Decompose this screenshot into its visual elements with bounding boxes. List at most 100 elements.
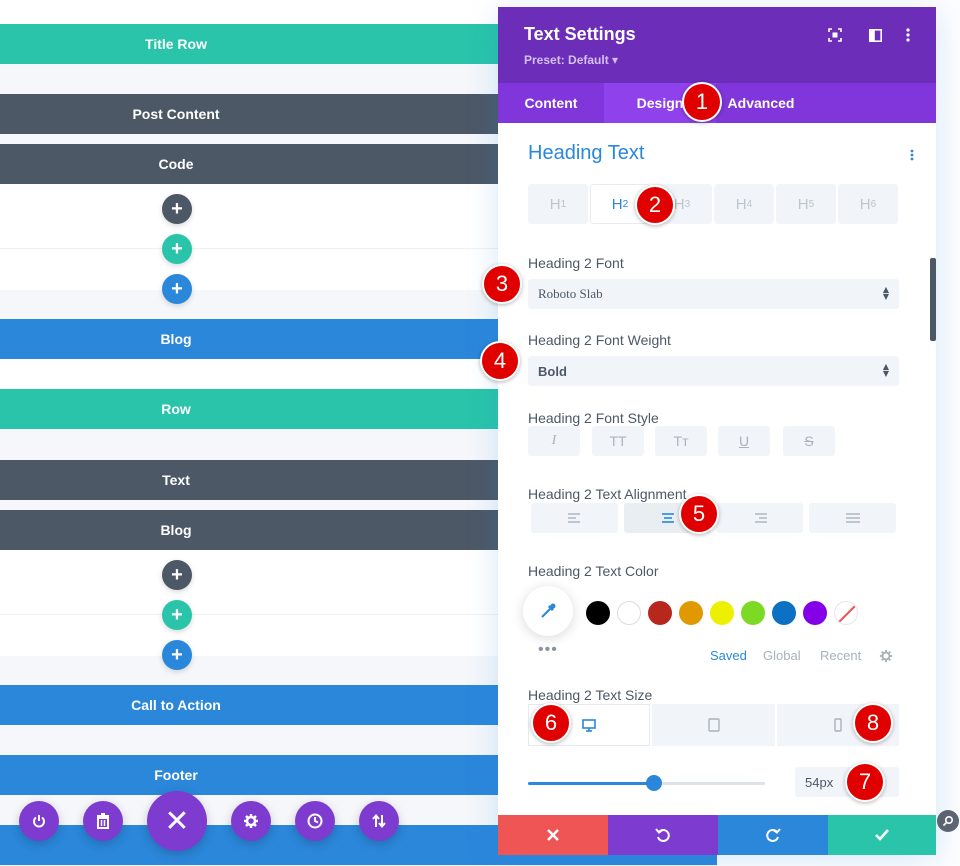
module-label: Title Row	[145, 36, 207, 52]
italic-button[interactable]: I	[528, 426, 580, 456]
align-center-icon	[661, 513, 674, 523]
tab-content[interactable]: Content	[524, 95, 578, 111]
color-swatch-green[interactable]	[741, 601, 765, 625]
add-row-button[interactable]: +	[162, 600, 192, 630]
desktop-icon	[582, 718, 596, 732]
dock-button[interactable]	[867, 27, 883, 43]
heading-tab-number: 3	[684, 198, 691, 210]
heading-tab-letter: H	[611, 195, 623, 213]
color-swatch-blue[interactable]	[772, 601, 796, 625]
color-swatch-white[interactable]	[617, 601, 641, 625]
color-swatch-purple[interactable]	[803, 601, 827, 625]
underline-icon: U	[738, 433, 750, 449]
panel-more-button[interactable]	[900, 27, 916, 43]
font-weight-select[interactable]: Bold ▲ ▼	[528, 356, 899, 386]
redo-icon	[766, 828, 781, 842]
align-right-icon	[754, 513, 767, 523]
panel-footer	[498, 815, 936, 855]
undo-button[interactable]	[608, 815, 718, 855]
close-builder-button[interactable]: ✕	[147, 791, 207, 851]
palette-settings-button[interactable]	[879, 649, 893, 668]
add-module-button[interactable]: +	[162, 194, 192, 224]
callout-marker: 1	[682, 82, 722, 122]
uppercase-button[interactable]: TT	[592, 426, 644, 456]
palette-tab-saved[interactable]: Saved	[710, 648, 747, 663]
delete-button[interactable]	[83, 801, 123, 841]
heading-tab-letter: H	[859, 195, 871, 213]
callout-marker: 3	[482, 264, 522, 304]
color-swatch-red[interactable]	[648, 601, 672, 625]
power-button[interactable]	[19, 801, 59, 841]
align-justify-icon	[845, 513, 860, 523]
module-label: Text	[162, 472, 190, 488]
strikethrough-button[interactable]: S	[783, 426, 835, 456]
color-swatch-yellow[interactable]	[710, 601, 734, 625]
underline-button[interactable]: U	[718, 426, 770, 456]
zoom-icon[interactable]	[937, 810, 959, 832]
color-swatch-none[interactable]	[834, 601, 858, 625]
text-alignment-label: Heading 2 Text Alignment	[528, 486, 687, 502]
module-label: Call to Action	[131, 697, 221, 713]
palette-tab-global[interactable]: Global	[763, 648, 801, 663]
section-title[interactable]: Heading Text	[528, 142, 645, 164]
heading-tab-number: 6	[870, 198, 877, 210]
close-icon: ✕	[164, 804, 190, 838]
select-arrows-icon: ▲ ▼	[882, 362, 889, 378]
expand-icon	[828, 28, 842, 42]
heading-tab-number: 2	[622, 198, 629, 210]
align-justify-button[interactable]	[809, 503, 896, 533]
portability-button[interactable]	[359, 801, 399, 841]
add-section-button[interactable]: +	[162, 640, 192, 670]
tab-advanced[interactable]: Advanced	[727, 95, 795, 111]
font-select[interactable]: Roboto Slab ▲ ▼	[528, 279, 899, 309]
section-more-button[interactable]	[910, 148, 914, 166]
color-swatch-black[interactable]	[586, 601, 610, 625]
text-size-slider-fill	[528, 782, 654, 785]
module-label: Blog	[160, 331, 192, 347]
heading-tab-number: 5	[808, 198, 815, 210]
device-tablet-button[interactable]	[652, 704, 775, 746]
module-label: Footer	[154, 767, 198, 783]
more-colors-button[interactable]: •••	[538, 641, 558, 658]
save-button[interactable]	[828, 815, 936, 855]
align-left-icon	[567, 513, 580, 523]
heading-tab-letter: H	[797, 195, 809, 213]
settings-button[interactable]	[231, 801, 271, 841]
palette-tab-recent[interactable]: Recent	[820, 648, 862, 663]
checkmark-icon	[875, 829, 889, 841]
capitalize-button[interactable]: Tт	[655, 426, 707, 456]
panel-scrollbar[interactable]	[930, 258, 936, 341]
heading-tab-letter: H	[673, 195, 685, 213]
history-button[interactable]	[295, 801, 335, 841]
color-swatch-orange[interactable]	[679, 601, 703, 625]
font-select-value: Roboto Slab	[538, 286, 603, 301]
font-label: Heading 2 Font	[528, 255, 624, 271]
color-picker-button[interactable]	[523, 586, 573, 636]
phone-icon	[834, 718, 842, 732]
discard-button[interactable]	[498, 815, 608, 855]
no-color-icon	[837, 604, 857, 624]
callout-marker: 2	[635, 185, 675, 225]
callout-marker: 4	[480, 341, 520, 381]
strikethrough-icon: S	[804, 433, 814, 449]
module-label: Code	[158, 156, 194, 172]
select-arrows-icon: ▲ ▼	[882, 285, 889, 301]
redo-button[interactable]	[718, 815, 828, 855]
fullscreen-button[interactable]	[827, 27, 843, 43]
more-vertical-icon	[910, 149, 914, 161]
power-icon	[33, 815, 45, 828]
align-right-button[interactable]	[716, 503, 803, 533]
callout-marker: 5	[679, 494, 719, 534]
add-section-button[interactable]: +	[162, 274, 192, 304]
add-row-button[interactable]: +	[162, 234, 192, 264]
trash-icon	[97, 813, 109, 829]
text-size-slider-thumb[interactable]	[646, 775, 662, 791]
align-left-button[interactable]	[531, 503, 618, 533]
uppercase-icon: TT	[609, 433, 627, 449]
add-module-button[interactable]: +	[162, 560, 192, 590]
preset-dropdown[interactable]: Preset: Default ▾	[524, 53, 619, 67]
